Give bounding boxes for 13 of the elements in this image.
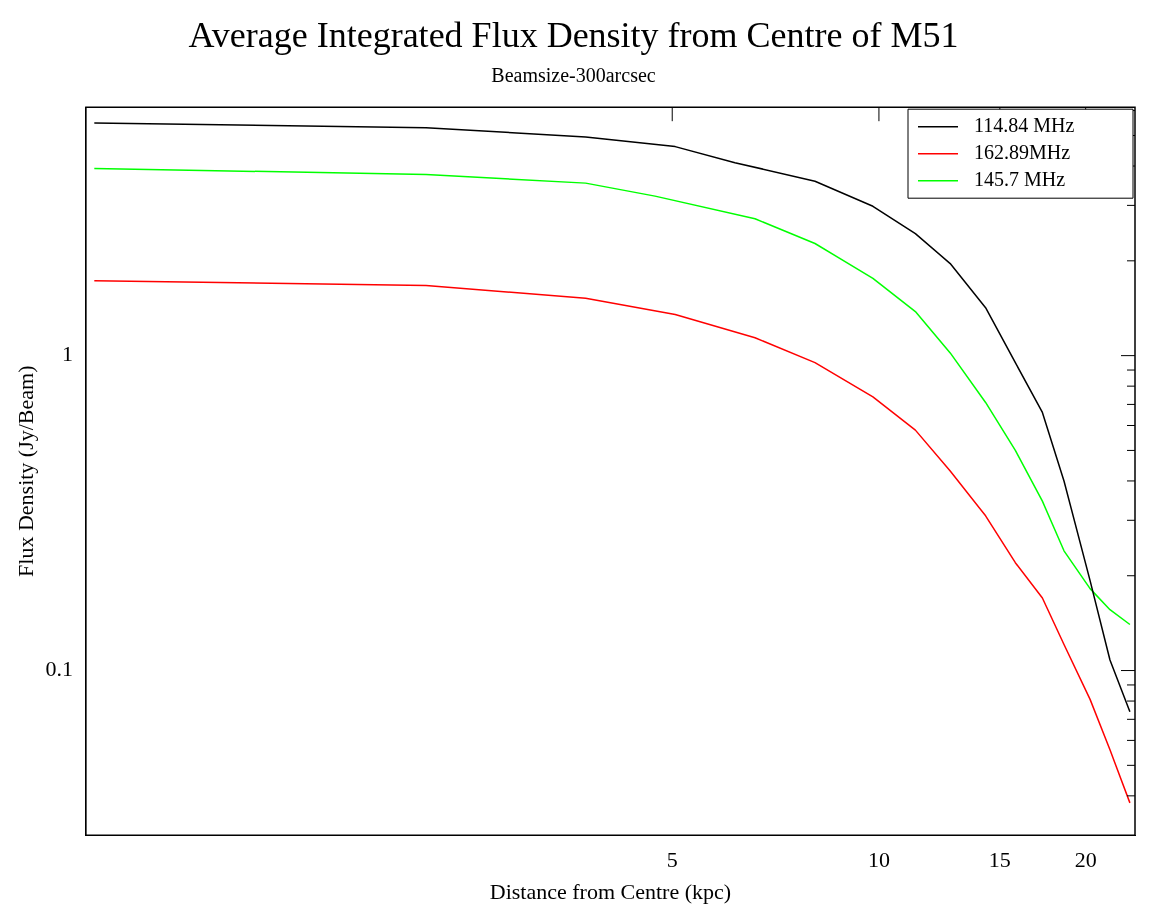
y-axis-title: Flux Density (Jy/Beam) <box>12 365 38 577</box>
y-tick-label: 1 <box>61 341 73 367</box>
x-tick-label: 10 <box>867 847 890 873</box>
legend-label: 162.89MHz <box>974 140 1071 163</box>
x-tick-label: 20 <box>1074 847 1097 873</box>
x-tick-label: 5 <box>666 847 678 873</box>
y-tick-label: 0.1 <box>45 656 73 682</box>
chart-subtitle: Beamsize-300arcsec <box>491 64 656 87</box>
legend-label: 114.84 MHz <box>974 113 1075 136</box>
legend-label: 145.7 MHz <box>974 167 1066 190</box>
x-tick-label: 15 <box>988 847 1011 873</box>
x-axis-title: Distance from Centre (kpc) <box>489 878 732 904</box>
chart-title: Average Integrated Flux Density from Centre of M51 <box>188 15 959 56</box>
